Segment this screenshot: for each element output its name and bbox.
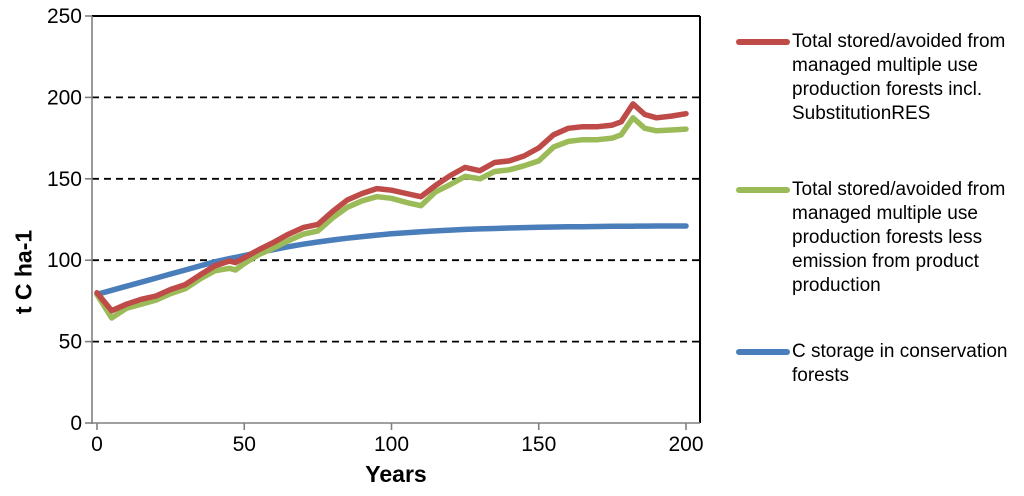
x-tick-label-100: 100 [374,433,409,456]
legend-label-total-incl-substitutionres: Total stored/avoided from managed multipl… [792,30,1005,126]
x-tick-label-150: 150 [521,433,556,456]
legend-label-line: production forests incl. [792,79,983,100]
legend-label-line: C storage in conservation [792,341,1008,362]
y-tick-label-150: 150 [47,168,82,191]
x-axis-title: Years [365,461,427,487]
legend-label-line: production forests less [792,227,983,248]
legend-label-line: managed multiple use [792,55,978,76]
x-tick-label-200: 200 [668,433,703,456]
y-tick-label-250: 250 [47,5,82,28]
legend-label-line: managed multiple use [792,203,978,224]
legend-label-line: forests [792,365,850,386]
legend-label-line: SubstitutionRES [792,103,931,124]
legend-item-total-incl-substitutionres: Total stored/avoided from managed multipl… [736,30,1022,126]
legend-swatch-total-incl-substitutionres [736,39,790,45]
x-tick-label-50: 50 [233,433,256,456]
legend-label-line: Total stored/avoided from [792,31,1006,52]
series-line-total-less-product-emission [94,115,689,321]
y-tick-label-200: 200 [47,86,82,109]
y-tick-label-100: 100 [47,249,82,272]
legend-label-c-storage-conservation: C storage in conservation forests [792,340,1007,388]
legend: Total stored/avoided from managed multipl… [736,30,1022,388]
legend-label-line: emission from product [792,251,979,272]
legend-label-total-less-product-emission: Total stored/avoided from managed multipl… [792,178,1005,298]
legend-label-line: production [792,275,881,296]
legend-item-c-storage-conservation: C storage in conservation forests [736,340,1022,388]
x-tick-label-0: 0 [91,433,103,456]
legend-swatch-c-storage-conservation [736,349,790,355]
legend-label-line: Total stored/avoided from [792,179,1006,200]
series-line-total-incl-substitutionres [94,101,689,314]
y-tick-label-50: 50 [59,331,82,354]
y-tick-label-0: 0 [70,412,82,435]
legend-swatch-total-less-product-emission [736,187,790,193]
series-line-c-storage-conservation [94,223,689,298]
legend-item-total-less-product-emission: Total stored/avoided from managed multipl… [736,178,1022,298]
